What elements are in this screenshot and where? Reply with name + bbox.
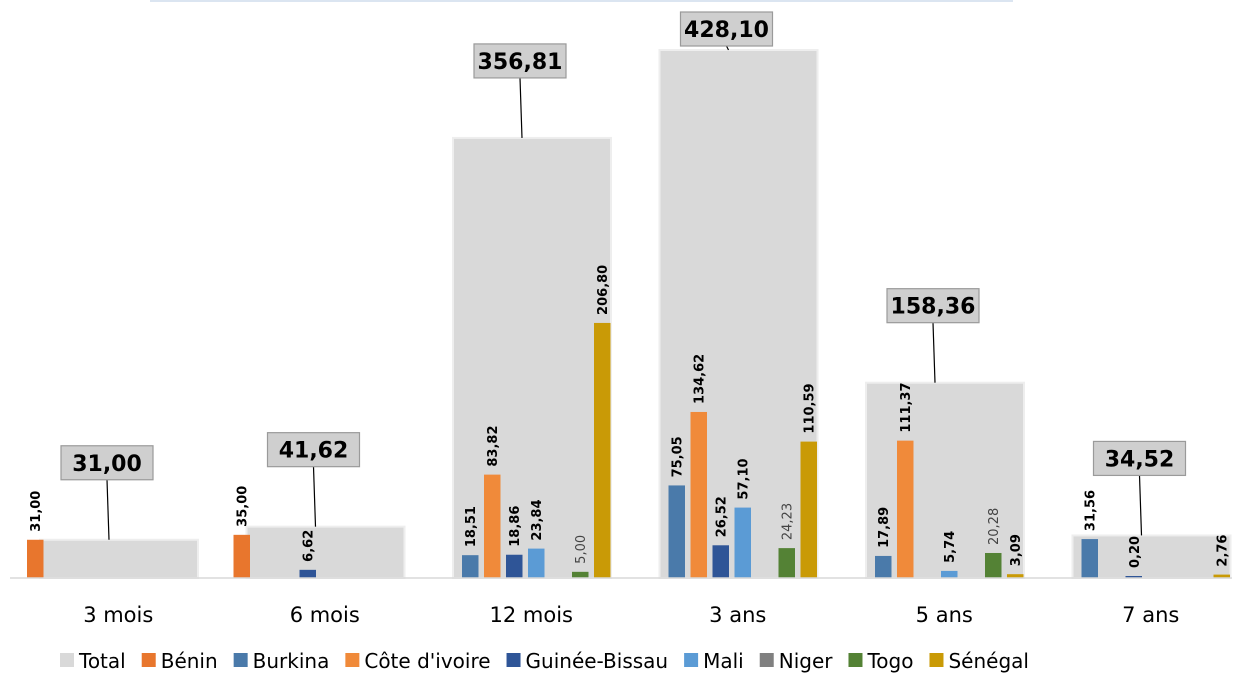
legend-swatch-total xyxy=(60,653,74,667)
total-label-5-ans: 158,36 xyxy=(891,295,976,320)
bar-togo-12-mois xyxy=(572,571,589,578)
legend-label-guinee-bissau: Guinée-Bissau xyxy=(526,649,669,673)
total-leader-line-5-ans xyxy=(932,322,936,383)
category-label-5-ans: 5 ans xyxy=(916,603,973,627)
value-label-senegal-12-mois: 206,80 xyxy=(596,265,611,315)
legend-label-niger: Niger xyxy=(779,649,834,673)
bar-guinee-bissau-6-mois xyxy=(299,569,316,578)
value-label-mali-5-ans: 5,74 xyxy=(943,531,958,563)
legend-label-mali: Mali xyxy=(703,649,744,673)
bar-mali-5-ans xyxy=(941,570,958,578)
bar-senegal-7-ans xyxy=(1213,574,1230,578)
legend-label-burkina: Burkina xyxy=(253,649,330,673)
total-label-3-ans: 428,10 xyxy=(684,18,769,43)
total-leader-line-3-ans xyxy=(725,45,730,51)
value-label-burkina-5-ans: 17,89 xyxy=(877,507,892,548)
value-label-guinee-bissau-3-ans: 26,52 xyxy=(715,496,730,537)
bar-cote-d-ivoire-5-ans xyxy=(897,440,914,578)
total-bar-3-mois xyxy=(39,538,199,579)
value-label-togo-12-mois: 5,00 xyxy=(574,535,589,564)
total-label-7-ans: 34,52 xyxy=(1105,447,1175,472)
bar-mali-12-mois xyxy=(528,548,545,578)
total-leader-line-6-mois xyxy=(312,466,317,527)
value-label-guinee-bissau-6-mois: 6,62 xyxy=(302,530,317,562)
legend-swatch-mali xyxy=(684,653,699,667)
bar-togo-5-ans xyxy=(985,552,1002,578)
bar-burkina-7-ans xyxy=(1081,539,1098,578)
bar-togo-3-ans xyxy=(778,548,795,578)
value-label-senegal-7-ans: 2,76 xyxy=(1216,535,1231,567)
value-label-burkina-12-mois: 18,51 xyxy=(464,506,479,547)
value-label-togo-3-ans: 24,23 xyxy=(781,503,796,540)
category-label-12-mois: 12 mois xyxy=(490,603,573,627)
value-label-cote-d-ivoire-3-ans: 134,62 xyxy=(693,354,708,404)
value-label-guinee-bissau-12-mois: 18,86 xyxy=(508,506,523,547)
total-bar-3-ans xyxy=(658,49,819,579)
category-label-3-mois: 3 mois xyxy=(83,603,153,627)
total-callout-box-3-mois xyxy=(60,445,154,481)
legend-label-cote-d-ivoire: Côte d'ivoire xyxy=(364,649,490,673)
value-label-benin-6-mois: 35,00 xyxy=(236,486,251,527)
total-callout-box-3-ans xyxy=(679,11,774,47)
value-label-senegal-5-ans: 3,09 xyxy=(1009,534,1024,566)
bar-senegal-5-ans xyxy=(1007,574,1024,578)
legend-swatch-guinee-bissau xyxy=(506,653,521,667)
legend-swatch-niger xyxy=(759,653,774,667)
total-callout-box-5-ans xyxy=(886,288,980,324)
legend-swatch-burkina xyxy=(233,653,248,667)
value-label-mali-3-ans: 57,10 xyxy=(737,458,752,499)
total-label-12-mois: 356,81 xyxy=(478,50,563,75)
bar-guinee-bissau-12-mois xyxy=(506,554,523,578)
total-leader-line-12-mois xyxy=(519,77,523,138)
value-label-guinee-bissau-7-ans: 0,20 xyxy=(1128,536,1143,568)
legend: Total Bénin Burkina Côte d'ivoire Guinée-Bis… xyxy=(60,649,1029,673)
bar-senegal-3-ans xyxy=(800,441,817,578)
total-label-3-mois: 31,00 xyxy=(72,452,142,477)
value-label-senegal-3-ans: 110,59 xyxy=(803,383,818,433)
bar-guinee-bissau-7-ans xyxy=(1125,576,1142,578)
total-leader-line-3-mois xyxy=(106,479,110,540)
value-label-burkina-3-ans: 75,05 xyxy=(671,436,686,477)
legend-label-total: Total xyxy=(78,649,126,673)
value-label-burkina-7-ans: 31,56 xyxy=(1084,490,1099,531)
bar-benin-6-mois xyxy=(233,534,250,578)
bar-guinee-bissau-3-ans xyxy=(712,545,729,578)
total-label-6-mois: 41,62 xyxy=(279,439,349,464)
bar-burkina-3-ans xyxy=(668,485,685,578)
legend-swatch-senegal xyxy=(929,653,944,667)
total-callout-box-12-mois xyxy=(473,43,567,79)
value-labels: 31,00 31,00 35,00 6,62 41,62 18,51 83,82 18,86 2… xyxy=(29,11,1231,568)
total-bar-6-mois xyxy=(245,525,406,580)
legend-swatch-benin xyxy=(141,653,156,667)
bar-cote-d-ivoire-12-mois xyxy=(484,474,501,578)
legend-label-benin: Bénin xyxy=(161,649,218,673)
x-axis-labels: 3 mois 6 mois 12 mois 3 ans 5 ans 7 ans xyxy=(83,603,1179,627)
bar-mali-3-ans xyxy=(734,507,751,578)
value-label-cote-d-ivoire-5-ans: 111,37 xyxy=(899,382,914,432)
legend-label-senegal: Sénégal xyxy=(948,649,1029,673)
category-label-7-ans: 7 ans xyxy=(1122,603,1179,627)
value-label-cote-d-ivoire-12-mois: 83,82 xyxy=(486,425,501,466)
total-callout-box-6-mois xyxy=(266,432,361,468)
bar-cote-d-ivoire-3-ans xyxy=(690,411,707,578)
category-label-3-ans: 3 ans xyxy=(709,603,766,627)
legend-swatch-cote-d-ivoire xyxy=(345,653,360,667)
value-label-togo-5-ans: 20,28 xyxy=(987,508,1002,545)
bar-senegal-12-mois xyxy=(594,322,611,578)
bar-burkina-5-ans xyxy=(875,555,892,578)
bar-benin-3-mois xyxy=(27,539,44,578)
value-label-mali-12-mois: 23,84 xyxy=(530,499,545,540)
total-bars xyxy=(39,49,1232,580)
bar-burkina-12-mois xyxy=(462,555,479,578)
total-leader-line-7-ans xyxy=(1138,475,1143,536)
series-bars xyxy=(27,322,1230,578)
value-label-benin-3-mois: 31,00 xyxy=(29,491,44,532)
total-callout-box-7-ans xyxy=(1092,440,1187,477)
legend-swatch-togo xyxy=(848,653,863,667)
legend-label-togo: Togo xyxy=(866,649,913,673)
category-label-6-mois: 6 mois xyxy=(290,603,360,627)
